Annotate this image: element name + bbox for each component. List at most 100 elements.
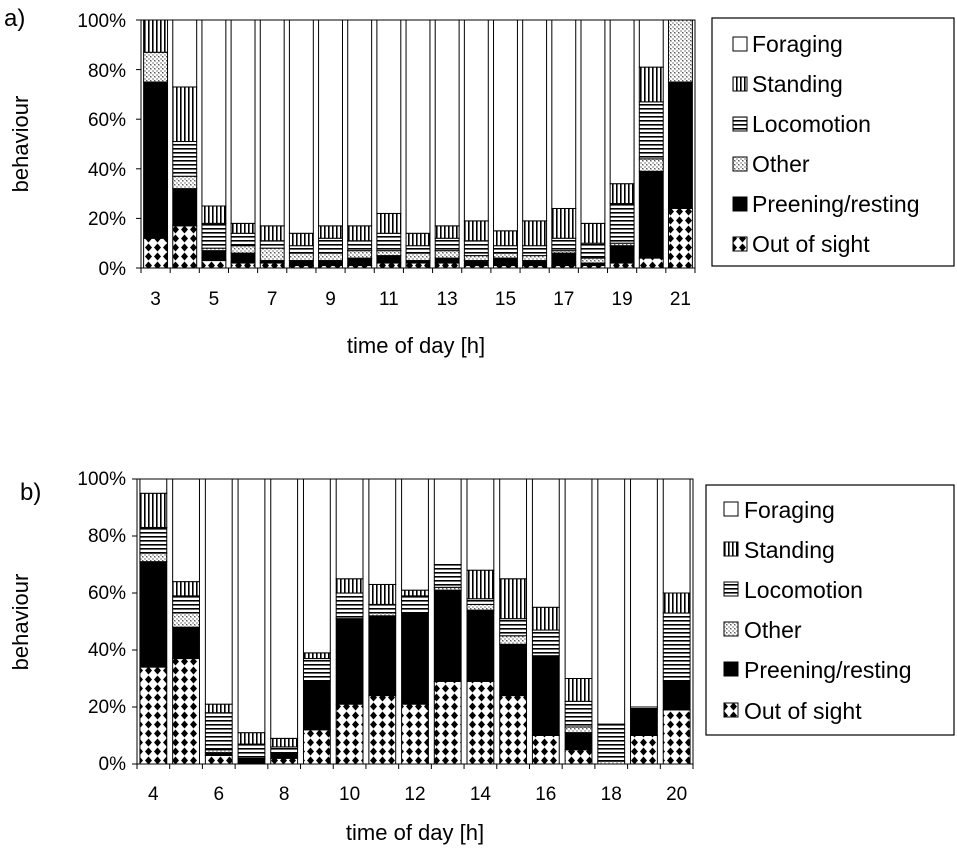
bar-segment-out-of-sight [139,666,168,765]
panel-b-x-tick-label: 8 [279,784,290,805]
bar-segment-standing [259,225,285,242]
panel-a-legend-label-preening: Preening/resting [752,191,920,217]
bar-segment-other [522,255,548,262]
bar-segment-locomotion [270,746,299,754]
bar-segment-locomotion [204,712,233,751]
bar-segment-locomotion [434,237,460,252]
panel-a-x-tick-label: 11 [379,289,399,310]
bar-segment-out-of-sight [401,703,429,765]
bar-segment-preening-resting [288,260,314,267]
bar-segment-preening-resting [347,257,373,267]
panel-a-y-tick-label: 60% [88,110,126,131]
bar-segment-other [580,257,606,264]
panel-b-legend-label-standing: Standing [744,537,835,563]
panel-a-legend-label-other: Other [752,151,810,177]
bar-segment-locomotion [139,526,168,554]
bar-segment-standing [318,225,343,239]
bar-segment-locomotion [564,700,593,728]
bar-segment-foraging [376,19,402,214]
bar-segment-foraging [201,19,227,207]
panel-b-y-tick-label: 60% [88,583,126,604]
bar-segment-out-of-sight [564,749,593,765]
bar-segment-preening-resting [318,260,343,267]
bar-segment-standing [204,703,233,714]
bar-segment-foraging [580,19,606,224]
bar-segment-other [288,252,314,262]
panel-b-x-tick-label: 18 [601,784,622,805]
bar-segment-locomotion [580,242,606,259]
panel-a-x-tick-label: 19 [612,289,633,310]
bar-segment-standing [531,606,560,631]
bar-segment-foraging [638,19,664,68]
bar-segment-out-of-sight [531,735,560,765]
bar-segment-out-of-sight [259,262,285,269]
bar-segment-out-of-sight [172,658,200,765]
bar-segment-preening-resting [564,732,593,751]
bar-segment-standing [335,578,364,594]
bar-segment-preening-resting [376,255,402,264]
bar-segment-standing [288,232,314,247]
panel-b: b) behaviour time of day [h] 0% 20% 40% … [8,469,955,845]
panel-b-y-tick-label: 100% [77,469,126,490]
bar-segment-foraging [230,19,256,224]
panel-b-y-tick-label: 20% [88,697,126,718]
panel-a-y-tick-label: 40% [88,160,126,181]
bar-segment-standing [376,212,402,234]
bar-segment-preening-resting [401,612,429,705]
panel-a-x-ticks: 3 5 7 9 11 13 15 17 19 21 [136,19,696,310]
bar-segment-standing [638,66,664,103]
bar-segment-locomotion [463,240,489,257]
panel-b-legend-label-preening: Preening/resting [744,657,912,683]
bar-segment-foraging [172,478,200,583]
panel-b-x-tick-label: 16 [535,784,556,805]
bar-segment-standing [551,207,577,239]
panel-a-legend-swatch-out-of-sight [732,236,748,252]
bar-segment-standing [463,220,489,242]
bar-segment-other [318,252,343,262]
panel-b-x-axis-title: time of day [h] [346,820,484,845]
bar-segment-locomotion [347,240,373,252]
bar-segment-out-of-sight [638,257,664,269]
bar-segment-foraging [499,478,528,580]
bar-segment-locomotion [551,237,577,252]
panel-b-y-tick-label: 80% [88,526,126,547]
bar-segment-preening-resting [630,709,658,736]
panel-a-x-tick-label: 3 [150,289,161,310]
panel-a-y-tick-label: 80% [88,61,126,82]
bar-segment-other [259,247,285,262]
bar-segment-preening-resting [143,81,169,239]
bar-segment-out-of-sight [302,729,331,765]
panel-b-y-tick-labels: 0% 20% 40% 60% 80% 100% [77,469,126,775]
panel-a-label: a) [4,5,25,32]
bar-segment-foraging [288,19,314,234]
panel-b-bars [136,478,694,765]
bar-segment-locomotion [288,245,314,254]
bar-segment-locomotion [401,595,429,614]
bar-segment-foraging [434,19,460,227]
bar-segment-locomotion [368,603,397,614]
bar-segment-other [493,252,518,259]
bar-segment-other [139,552,168,563]
bar-segment-standing [143,19,169,53]
bar-segment-standing [493,230,518,247]
bar-segment-preening-resting [662,680,691,711]
bar-segment-out-of-sight [466,680,495,765]
bar-segment-preening-resting [493,257,518,267]
bar-segment-locomotion [493,245,518,254]
bar-segment-foraging [564,478,593,679]
bar-segment-locomotion [302,658,331,682]
panel-a-y-tick-label: 0% [99,259,127,280]
panel-a-legend-swatch-other [732,156,748,172]
bar-segment-foraging [405,19,431,234]
panel-b-x-tick-label: 20 [666,784,687,805]
panel-b-legend-box [705,484,955,736]
bar-segment-other [230,245,256,254]
panel-a-x-tick-label: 17 [553,289,574,310]
panel-a-y-tick-labels: 0% 20% 40% 60% 80% 100% [77,11,126,280]
panel-b-y-axis-title: behaviour [8,574,33,671]
panel-a-legend-swatch-preening [732,196,748,212]
bar-segment-preening-resting [172,626,200,660]
panel-b-legend-label-out-of-sight: Out of sight [744,698,862,724]
bar-segment-foraging [335,478,364,580]
